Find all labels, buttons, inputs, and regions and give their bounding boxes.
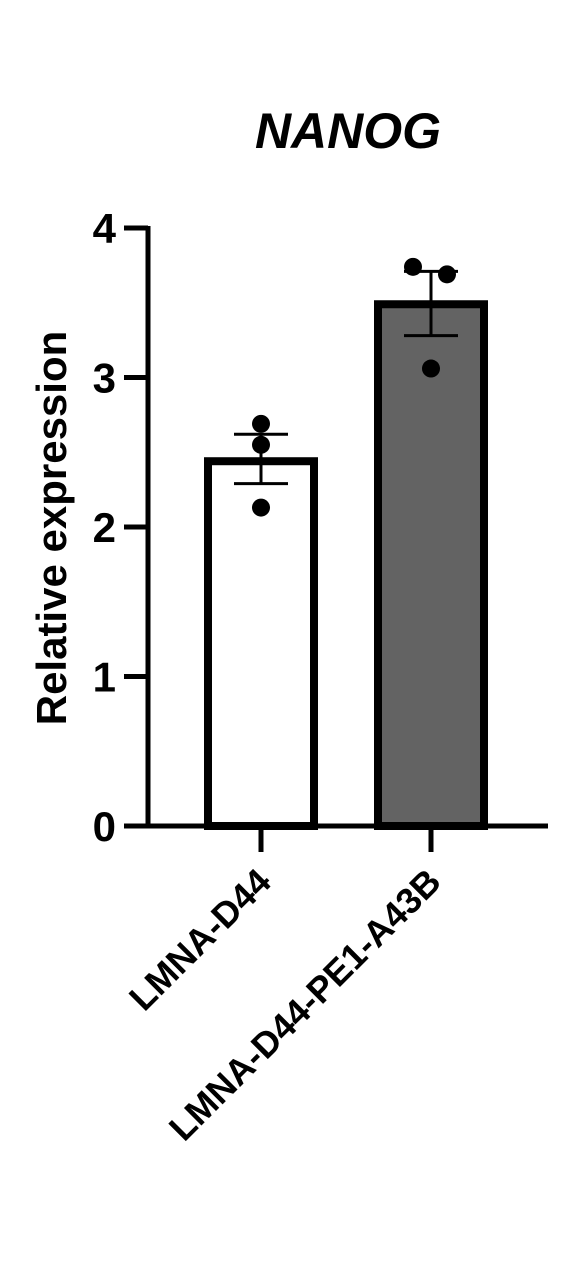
- data-point: [422, 359, 440, 378]
- y-tick-label: 0: [93, 803, 116, 850]
- data-point: [252, 498, 270, 517]
- y-tick-label: 1: [93, 654, 116, 701]
- data-point: [252, 435, 270, 454]
- y-tick-label: 3: [93, 355, 116, 402]
- data-point: [438, 265, 456, 284]
- x-tick-label: LMNA-D44: [121, 861, 279, 1019]
- y-tick-label: 2: [93, 504, 116, 551]
- data-points: [252, 257, 456, 517]
- data-point: [252, 414, 270, 433]
- data-point: [404, 257, 422, 276]
- bar: [374, 300, 488, 830]
- y-axis-ticks: 0 1 2 3 4: [93, 205, 148, 850]
- chart-title: NANOG: [255, 103, 441, 159]
- y-tick-label: 4: [93, 205, 117, 252]
- bars: [204, 300, 488, 830]
- y-axis-label: Relative expression: [28, 331, 75, 726]
- bar: [204, 457, 318, 830]
- x-tick-label: LMNA-D44-PE1-A43B: [161, 861, 449, 1149]
